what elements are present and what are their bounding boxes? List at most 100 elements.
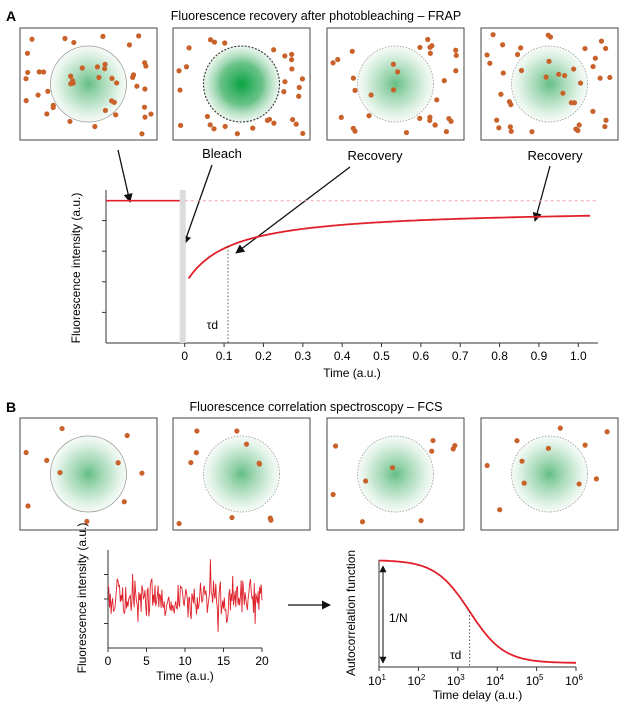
focal-spot xyxy=(511,45,588,123)
particle xyxy=(84,518,90,525)
arrow-bleach xyxy=(182,164,213,245)
x-tick-label: 106 xyxy=(565,673,583,688)
particle xyxy=(425,36,431,43)
particle xyxy=(403,129,410,136)
focal-spot xyxy=(357,435,434,513)
particle xyxy=(546,58,552,64)
particle xyxy=(576,122,582,128)
particle xyxy=(603,45,609,52)
particle xyxy=(44,111,50,117)
particle xyxy=(100,33,106,39)
x-axis-label: Time delay (a.u.) xyxy=(433,688,523,702)
particle xyxy=(130,74,136,80)
particle xyxy=(229,514,235,521)
x-tick-label: 1.0 xyxy=(570,349,587,363)
particle xyxy=(417,44,423,51)
x-tick-label: 102 xyxy=(407,673,425,688)
focal-spot xyxy=(203,435,280,513)
particle xyxy=(29,36,35,42)
x-tick-exponent: 1 xyxy=(381,673,386,682)
x-axis-label: Time (a.u.) xyxy=(156,669,214,683)
particle xyxy=(395,69,401,75)
particle xyxy=(577,80,584,86)
particle xyxy=(36,69,42,75)
x-tick-label: 15 xyxy=(217,654,231,668)
fcs-frames xyxy=(19,417,619,531)
particle xyxy=(35,92,41,98)
particle xyxy=(484,462,490,469)
particle xyxy=(300,130,306,137)
particle xyxy=(529,129,535,135)
x-tick-label: 103 xyxy=(447,673,465,688)
particle xyxy=(289,116,296,123)
particle xyxy=(62,35,68,42)
particle xyxy=(40,69,47,75)
particle xyxy=(193,450,199,456)
particle xyxy=(446,115,452,122)
particle xyxy=(296,84,302,91)
x-tick-label: 5 xyxy=(143,654,150,668)
x-tick-exponent: 3 xyxy=(460,673,465,682)
particle xyxy=(507,124,513,130)
particle xyxy=(250,125,256,131)
particle xyxy=(176,520,182,527)
x-tick-label: 0.9 xyxy=(531,349,548,363)
particle xyxy=(194,428,200,434)
particle xyxy=(490,32,496,38)
panel-a-letter: A xyxy=(6,8,16,24)
x-tick-label: 0.5 xyxy=(373,349,390,363)
particle xyxy=(497,507,503,513)
particle xyxy=(23,76,29,82)
x-tick-label: 105 xyxy=(526,673,544,688)
particle xyxy=(500,42,506,48)
particle xyxy=(289,66,295,72)
particle xyxy=(593,476,599,482)
particle xyxy=(70,80,76,86)
particle xyxy=(23,449,29,456)
particle xyxy=(186,45,192,51)
particle xyxy=(115,460,121,466)
particle xyxy=(429,448,435,454)
particle xyxy=(267,515,273,521)
particle xyxy=(124,432,130,439)
particle xyxy=(204,113,211,120)
particle xyxy=(282,79,288,85)
particle xyxy=(366,113,372,119)
particle xyxy=(207,37,214,43)
particle xyxy=(427,50,433,56)
bleach-bar xyxy=(179,190,186,343)
particle xyxy=(264,117,271,123)
amplitude-label: 1/N xyxy=(389,611,408,625)
particle xyxy=(142,114,148,120)
x-tick-exponent: 4 xyxy=(500,673,505,682)
particle xyxy=(562,72,568,79)
particle xyxy=(350,75,356,81)
particle xyxy=(24,50,31,56)
particle xyxy=(141,104,148,110)
recovery-curve xyxy=(187,214,591,280)
particle xyxy=(256,460,262,466)
particle xyxy=(496,125,502,131)
x-tick-label: 0.2 xyxy=(255,349,272,363)
y-axis-label: Fluorescence intensity (a.u.) xyxy=(75,523,89,674)
particle xyxy=(126,42,133,48)
particle xyxy=(296,93,302,99)
particle xyxy=(108,98,115,104)
particle xyxy=(59,425,65,432)
tau-label: τd xyxy=(450,648,461,662)
particle xyxy=(71,39,77,46)
particle xyxy=(390,61,396,67)
particle xyxy=(234,428,240,434)
particle xyxy=(571,66,577,72)
particle xyxy=(243,441,250,447)
particle xyxy=(102,61,108,67)
x-tick-label: 0.8 xyxy=(491,349,508,363)
particle xyxy=(142,60,148,66)
particle xyxy=(134,83,140,89)
focal-spot xyxy=(357,45,434,123)
particle xyxy=(330,491,336,498)
particle xyxy=(211,126,217,132)
particle xyxy=(545,445,552,451)
particle xyxy=(338,114,344,120)
particle xyxy=(590,108,596,114)
